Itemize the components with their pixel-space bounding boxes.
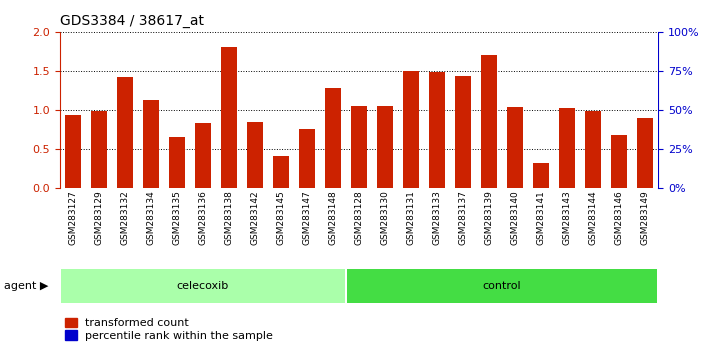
Legend: transformed count, percentile rank within the sample: transformed count, percentile rank withi… bbox=[65, 318, 273, 341]
Bar bbox=[637, 118, 653, 188]
Point bbox=[640, 126, 651, 131]
Bar bbox=[325, 88, 341, 188]
Bar bbox=[534, 163, 549, 188]
Point bbox=[536, 107, 547, 113]
Bar bbox=[247, 122, 263, 188]
Bar bbox=[273, 156, 289, 188]
Bar bbox=[347, 269, 657, 303]
Bar bbox=[65, 115, 81, 188]
Bar bbox=[169, 137, 184, 188]
Point bbox=[432, 57, 443, 63]
Text: agent ▶: agent ▶ bbox=[4, 281, 48, 291]
Bar bbox=[429, 72, 445, 188]
Bar bbox=[455, 76, 471, 188]
Point bbox=[510, 63, 521, 69]
Bar bbox=[91, 111, 107, 188]
Text: GDS3384 / 38617_at: GDS3384 / 38617_at bbox=[60, 14, 204, 28]
Bar bbox=[611, 136, 627, 188]
Bar bbox=[403, 71, 419, 188]
Bar bbox=[482, 55, 497, 188]
Point bbox=[353, 60, 365, 66]
Point bbox=[406, 52, 417, 58]
Bar bbox=[143, 99, 158, 188]
Point bbox=[67, 110, 78, 116]
Point bbox=[275, 180, 287, 186]
Point bbox=[614, 146, 625, 152]
Bar bbox=[117, 77, 132, 188]
Point bbox=[588, 107, 599, 113]
Point bbox=[484, 37, 495, 42]
Point bbox=[458, 71, 469, 77]
Point bbox=[327, 52, 339, 58]
Text: celecoxib: celecoxib bbox=[177, 281, 229, 291]
Bar bbox=[351, 106, 367, 188]
Bar bbox=[377, 106, 393, 188]
Bar bbox=[586, 110, 601, 188]
Point bbox=[93, 85, 104, 91]
Bar bbox=[61, 269, 345, 303]
Point bbox=[562, 180, 573, 186]
Point bbox=[119, 45, 130, 50]
Point bbox=[301, 95, 313, 100]
Text: control: control bbox=[483, 281, 522, 291]
Point bbox=[223, 40, 234, 46]
Bar bbox=[195, 123, 210, 188]
Point bbox=[249, 87, 260, 92]
Bar bbox=[221, 47, 237, 188]
Bar bbox=[299, 129, 315, 188]
Bar bbox=[560, 108, 575, 188]
Bar bbox=[508, 107, 523, 188]
Point bbox=[171, 130, 182, 136]
Point bbox=[145, 65, 156, 70]
Point bbox=[197, 133, 208, 139]
Point bbox=[379, 68, 391, 74]
